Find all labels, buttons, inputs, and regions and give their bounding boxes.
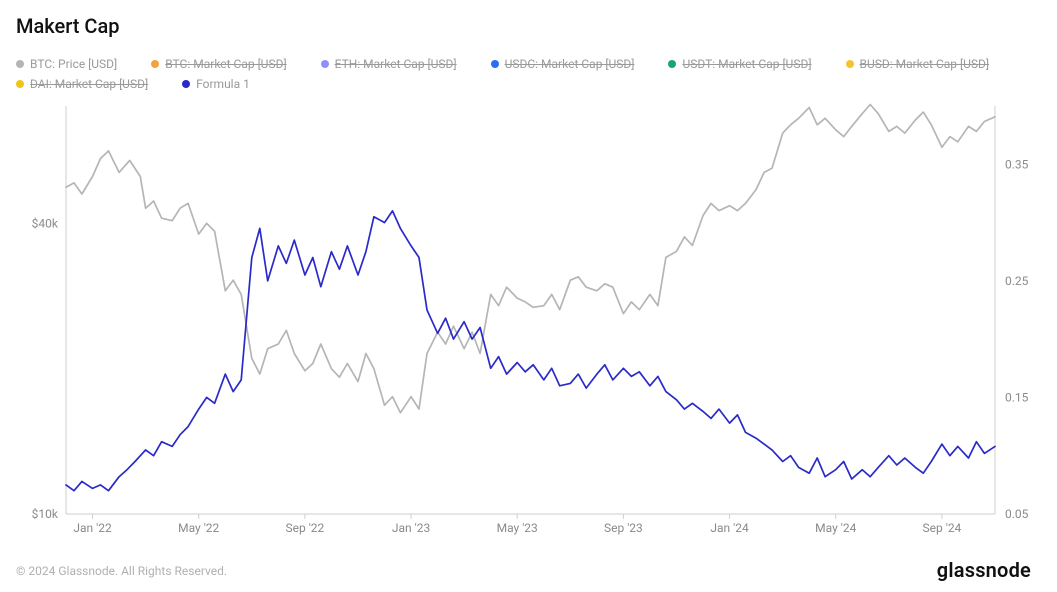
- series-formula-1: [66, 211, 995, 491]
- legend-dot: [668, 60, 676, 68]
- y-right-tick-label: 0.25: [1005, 274, 1029, 288]
- chart-area: $10k $40k 0.05 0.15 0.25 0.35 Jan '22 May '22 Se…: [16, 100, 1041, 542]
- legend-dot: [16, 60, 24, 68]
- legend-dot: [321, 60, 329, 68]
- x-tick-label: May '23: [497, 521, 538, 535]
- legend-dot: [151, 60, 159, 68]
- legend-label: Formula 1: [196, 74, 250, 94]
- legend-label: USDT: Market Cap [USD]: [682, 54, 811, 74]
- legend-item[interactable]: USDC: Market Cap [USD]: [491, 54, 635, 74]
- x-tick-label: Jan '23: [392, 521, 430, 535]
- legend-label: BTC: Price [USD]: [30, 54, 117, 74]
- y-left-tick-label: $10k: [32, 507, 59, 521]
- legend-item[interactable]: Formula 1: [182, 74, 250, 94]
- x-tick-label: Jan '22: [73, 521, 112, 535]
- x-tick-label: Sep '22: [285, 521, 324, 535]
- legend-dot: [846, 60, 854, 68]
- brand-logo: glassnode: [937, 558, 1031, 582]
- legend-label: DAI: Market Cap [USD]: [30, 74, 148, 94]
- y-left-tick-label: $40k: [32, 216, 59, 230]
- legend-label: USDC: Market Cap [USD]: [505, 54, 635, 74]
- y-right-tick-label: 0.05: [1005, 507, 1029, 521]
- legend-item[interactable]: BTC: Market Cap [USD]: [151, 54, 286, 74]
- legend-label: BTC: Market Cap [USD]: [165, 54, 286, 74]
- legend-item[interactable]: USDT: Market Cap [USD]: [668, 54, 811, 74]
- legend-dot: [491, 60, 499, 68]
- legend: BTC: Price [USD] BTC: Market Cap [USD] ETH…: [16, 54, 1041, 94]
- x-tick-label: May '24: [815, 521, 856, 535]
- legend-dot: [182, 80, 190, 88]
- legend-item[interactable]: DAI: Market Cap [USD]: [16, 74, 148, 94]
- legend-label: BUSD: Market Cap [USD]: [860, 54, 990, 74]
- copyright: © 2024 Glassnode. All Rights Reserved.: [16, 564, 227, 578]
- page-title: Makert Cap: [16, 14, 120, 38]
- legend-item[interactable]: ETH: Market Cap [USD]: [321, 54, 457, 74]
- x-tick-label: Sep '23: [604, 521, 643, 535]
- legend-label: ETH: Market Cap [USD]: [335, 54, 457, 74]
- line-chart: $10k $40k 0.05 0.15 0.25 0.35 Jan '22 May '22 Se…: [16, 100, 1041, 542]
- y-right-tick-label: 0.35: [1005, 157, 1029, 171]
- x-tick-label: Sep '24: [923, 521, 962, 535]
- x-tick-label: May '22: [178, 521, 219, 535]
- legend-dot: [16, 80, 24, 88]
- legend-item[interactable]: BUSD: Market Cap [USD]: [846, 54, 990, 74]
- y-right-tick-label: 0.15: [1005, 390, 1029, 404]
- legend-item[interactable]: BTC: Price [USD]: [16, 54, 117, 74]
- x-tick-label: Jan '24: [710, 521, 749, 535]
